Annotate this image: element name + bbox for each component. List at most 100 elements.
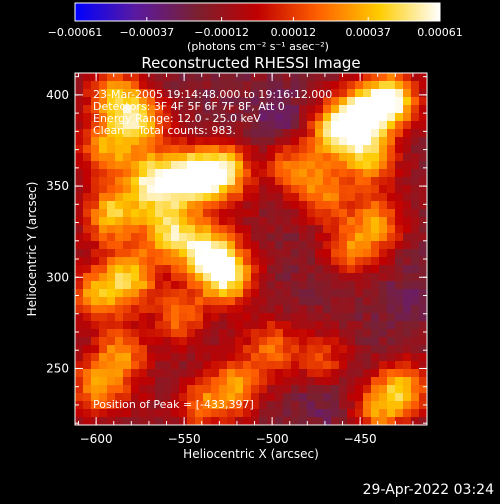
heatmap-cell [219,169,227,177]
heatmap-cell [107,257,115,265]
heatmap-cell [83,161,91,169]
heatmap-cell [355,89,363,97]
heatmap-cell [339,169,347,177]
heatmap-cell [115,97,123,105]
heatmap-cell [331,321,339,329]
heatmap-cell [163,305,171,313]
heatmap-cell [331,257,339,265]
heatmap-cell [371,417,379,425]
heatmap-cell [315,225,323,233]
heatmap-cell [331,161,339,169]
heatmap-cell [323,281,331,289]
heatmap-cell [187,265,195,273]
heatmap-cell [291,361,299,369]
heatmap-cell [139,73,147,81]
heatmap-cell [419,153,427,161]
heatmap-cell [107,385,115,393]
heatmap-cell [83,305,91,313]
heatmap-cell [291,121,299,129]
heatmap-cell [211,193,219,201]
heatmap-cell [227,137,235,145]
heatmap-cell [139,329,147,337]
heatmap-cell [283,145,291,153]
heatmap-cell [155,129,163,137]
heatmap-cell [195,161,203,169]
heatmap-cell [363,369,371,377]
heatmap-cell [203,321,211,329]
heatmap-cell [283,297,291,305]
heatmap-cell [83,337,91,345]
colorbar-units: (photons cm⁻² s⁻¹ asec⁻²) [187,40,329,53]
heatmap-cell [139,361,147,369]
heatmap-cell [163,393,171,401]
heatmap-cell [219,313,227,321]
heatmap-cell [419,345,427,353]
heatmap-cell [379,121,387,129]
heatmap-cell [259,257,267,265]
heatmap-cell [227,193,235,201]
footer-timestamp: 29-Apr-2022 03:24 [363,482,494,498]
heatmap-cell [411,321,419,329]
heatmap-cell [355,417,363,425]
heatmap-cell [339,321,347,329]
heatmap-cell [355,377,363,385]
heatmap-cell [339,153,347,161]
heatmap-cell [371,369,379,377]
heatmap-cell [155,177,163,185]
heatmap-cell [355,193,363,201]
heatmap-cell [171,105,179,113]
heatmap-cell [283,401,291,409]
heatmap-cell [275,137,283,145]
heatmap-cell [115,321,123,329]
heatmap-cell [395,153,403,161]
heatmap-cell [227,257,235,265]
heatmap-cell [187,337,195,345]
heatmap-cell [251,377,259,385]
heatmap-cell [163,281,171,289]
heatmap-cell [411,249,419,257]
heatmap-cell [387,209,395,217]
heatmap-cell [83,313,91,321]
heatmap-cell [179,225,187,233]
heatmap-cell [147,257,155,265]
heatmap-cell [235,337,243,345]
heatmap-cell [411,105,419,113]
heatmap-cell [315,401,323,409]
heatmap-cell [259,105,267,113]
heatmap-cell [139,81,147,89]
heatmap-cell [379,129,387,137]
heatmap-cell [123,153,131,161]
heatmap-cell [83,97,91,105]
heatmap-cell [107,281,115,289]
heatmap-cell [195,137,203,145]
heatmap-cell [171,185,179,193]
heatmap-cell [131,393,139,401]
heatmap-cell [131,337,139,345]
heatmap-cell [211,409,219,417]
heatmap-cell [323,409,331,417]
heatmap-cell [163,153,171,161]
heatmap-cell [419,305,427,313]
heatmap-cell [107,177,115,185]
heatmap-cell [259,233,267,241]
heatmap-cell [123,193,131,201]
heatmap-cell [387,313,395,321]
heatmap-cell [339,217,347,225]
heatmap-cell [155,209,163,217]
heatmap-cell [291,409,299,417]
heatmap-cell [123,313,131,321]
heatmap-cell [339,401,347,409]
heatmap-cell [267,73,275,81]
heatmap-cell [411,113,419,121]
heatmap-cell [387,89,395,97]
heatmap-cell [107,185,115,193]
heatmap-cell [347,89,355,97]
heatmap-cell [219,177,227,185]
heatmap-cell [283,177,291,185]
heatmap-cell [195,353,203,361]
heatmap-cell [339,89,347,97]
heatmap-cell [123,297,131,305]
heatmap-cell [371,385,379,393]
heatmap-cell [355,297,363,305]
